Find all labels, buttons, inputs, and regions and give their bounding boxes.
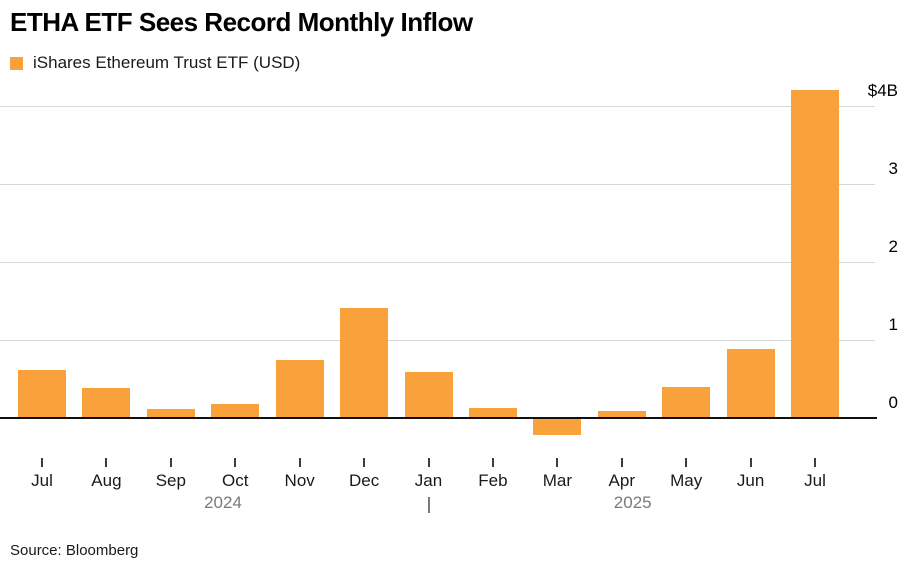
bar-feb-7	[468, 407, 517, 418]
bar-oct-3	[211, 403, 260, 418]
x-tick	[298, 458, 301, 467]
x-tick-label: Nov	[284, 471, 315, 490]
gridline	[0, 105, 875, 107]
x-tick	[491, 458, 494, 467]
x-axis-line	[0, 417, 877, 419]
x-tick	[105, 458, 108, 467]
legend-swatch-icon	[10, 56, 23, 70]
year-label-2024: 2024	[204, 493, 242, 512]
bar-aug-1	[82, 388, 131, 418]
legend-label: iShares Ethereum Trust ETF (USD)	[33, 53, 301, 72]
x-tick	[169, 458, 172, 467]
y-axis-label: 1	[888, 315, 898, 334]
bar-sep-2	[146, 408, 195, 418]
y-axis-label: 2	[888, 237, 898, 256]
x-tick-label: Oct	[222, 471, 249, 490]
x-tick	[620, 458, 623, 467]
x-tick-label: Jul	[31, 471, 53, 490]
x-tick	[363, 458, 366, 467]
bar-nov-4	[275, 360, 324, 418]
x-tick-label: Apr	[608, 471, 635, 490]
x-tick-label: Dec	[348, 471, 380, 490]
y-axis-label: 3	[888, 159, 898, 178]
bar-dec-5	[340, 308, 389, 418]
x-tick	[556, 458, 559, 467]
x-tick	[749, 458, 752, 467]
y-axis-label: 0	[888, 393, 898, 412]
x-tick-label: Jan	[414, 471, 443, 490]
x-tick-label: Jul	[804, 471, 826, 490]
y-axis-label: $4B	[867, 81, 898, 100]
x-tick	[427, 458, 430, 467]
gridline	[0, 183, 875, 185]
bar-jun-11	[726, 348, 775, 418]
bar-may-10	[662, 386, 711, 418]
x-tick-label: Sep	[155, 471, 186, 490]
x-tick	[814, 458, 817, 467]
x-tick	[41, 458, 43, 467]
x-tick-label: Mar	[542, 471, 572, 490]
source-label: Source: Bloomberg	[10, 542, 139, 559]
legend: iShares Ethereum Trust ETF (USD)	[10, 53, 300, 73]
x-tick-label: Aug	[91, 471, 122, 490]
bar-mar-8	[533, 418, 582, 436]
x-tick-label: May	[670, 471, 703, 490]
x-tick	[234, 458, 237, 467]
x-tick-label: Feb	[478, 471, 508, 490]
page-title: ETHA ETF Sees Record Monthly Inflow	[10, 7, 473, 37]
year-label-2025: 2025	[613, 493, 652, 512]
x-tick-label: Jun	[736, 471, 765, 490]
gridline	[0, 261, 875, 263]
x-tick	[685, 458, 688, 467]
bar-jul-12	[791, 89, 840, 418]
year-divider	[427, 497, 430, 513]
gridline	[0, 339, 875, 341]
bar-jan-6	[404, 371, 453, 418]
bar-jul-0	[18, 370, 66, 418]
bar-apr-9	[597, 410, 646, 418]
